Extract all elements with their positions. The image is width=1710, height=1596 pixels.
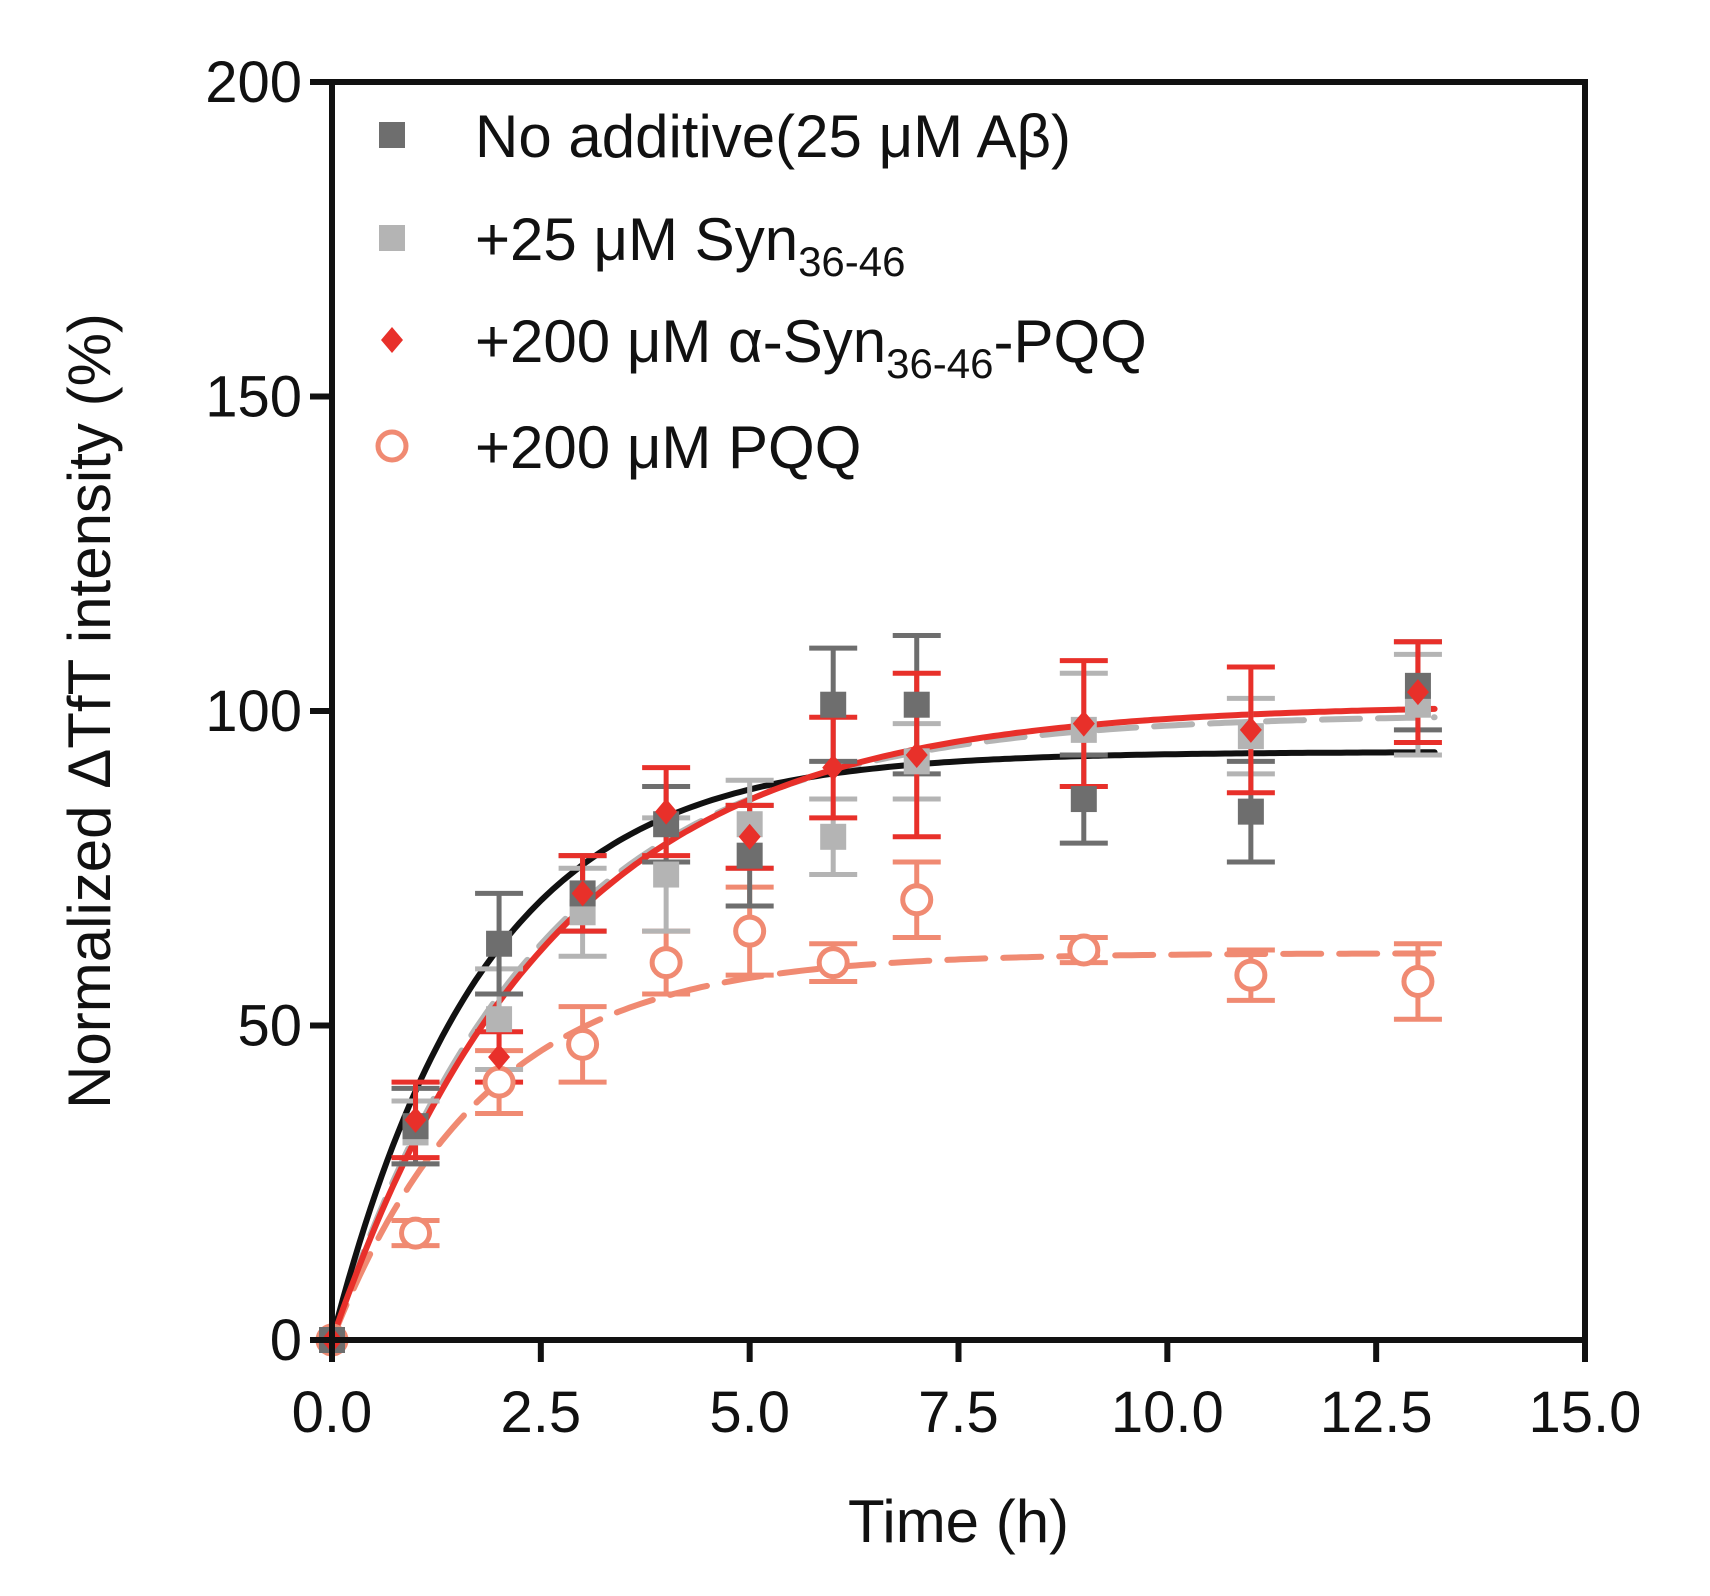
- legend-label-syn: +25 μM Syn36-46: [475, 206, 905, 285]
- y-axis-ticks: 0 50 100 150 200: [205, 50, 332, 1373]
- marker-synpqq: [571, 880, 594, 907]
- marker-none: [820, 691, 847, 718]
- legend-label-tail: -PQQ: [994, 308, 1147, 375]
- legend-label-main: +25 μM Syn: [475, 206, 798, 273]
- marker-pqq: [900, 883, 934, 917]
- legend-marker-none: [379, 122, 405, 148]
- marker-none: [1070, 786, 1097, 813]
- marker-pqq: [1401, 964, 1435, 998]
- x-tick-label: 2.5: [501, 1380, 582, 1445]
- legend-label-main: No additive(25 μM Aβ): [475, 103, 1071, 170]
- marker-pqq: [482, 1065, 516, 1099]
- y-tick-label: 200: [205, 50, 302, 115]
- marker-synpqq: [1072, 710, 1095, 737]
- marker-pqq: [399, 1216, 433, 1250]
- marker-pqq: [566, 1027, 600, 1061]
- legend-marker-synpqq: [381, 327, 403, 353]
- marker-pqq: [733, 914, 767, 948]
- x-axis-title: Time (h): [848, 1488, 1069, 1555]
- x-tick-label: 15.0: [1529, 1380, 1642, 1445]
- marker-synpqq: [404, 1106, 427, 1133]
- marker-syn: [653, 861, 680, 888]
- y-tick-label: 100: [205, 679, 302, 744]
- marker-syn: [820, 823, 847, 850]
- legend-label-none: No additive(25 μM Aβ): [475, 103, 1071, 170]
- x-tick-label: 12.5: [1320, 1380, 1433, 1445]
- marker-pqq: [649, 946, 683, 980]
- marker-pqq: [816, 946, 850, 980]
- marker-synpqq: [488, 1043, 511, 1070]
- legend-marker-pqq: [375, 429, 409, 463]
- x-tick-label: 7.5: [918, 1380, 999, 1445]
- legend-label-subscript: 36-46: [886, 340, 993, 387]
- marker-pqq: [1067, 933, 1101, 967]
- legend-marker-syn: [379, 225, 405, 251]
- y-tick-label: 150: [205, 365, 302, 430]
- marker-synpqq: [822, 754, 845, 781]
- y-tick-label: 0: [270, 1308, 302, 1373]
- marker-synpqq: [1406, 679, 1429, 706]
- x-axis-ticks: 0.0 2.5 5.0 7.5 10.0 12.5 15.0: [292, 1340, 1642, 1445]
- marker-synpqq: [655, 798, 678, 825]
- marker-none: [486, 930, 513, 957]
- marker-synpqq: [738, 823, 761, 850]
- legend-label-main: +200 μM α-Syn: [475, 308, 886, 375]
- x-tick-label: 5.0: [709, 1380, 790, 1445]
- x-tick-label: 10.0: [1111, 1380, 1224, 1445]
- legend-label-subscript: 36-46: [798, 238, 905, 285]
- marker-synpqq: [1239, 716, 1262, 743]
- legend-label-main: +200 μM PQQ: [475, 414, 861, 481]
- x-tick-label: 0.0: [292, 1380, 373, 1445]
- data-markers: [315, 672, 1435, 1357]
- marker-none: [1237, 798, 1264, 825]
- legend-label-pqq: +200 μM PQQ: [475, 414, 861, 481]
- legend: No additive(25 μM Aβ)+25 μM Syn36-46+200…: [375, 103, 1147, 481]
- y-axis-title: Normalized ΔTfT intensity (%): [56, 313, 123, 1109]
- marker-synpqq: [905, 742, 928, 769]
- y-tick-label: 50: [237, 994, 302, 1059]
- marker-syn: [486, 1006, 513, 1033]
- legend-label-synpqq: +200 μM α-Syn36-46-PQQ: [475, 308, 1147, 387]
- marker-none: [903, 691, 930, 718]
- marker-pqq: [1234, 958, 1268, 992]
